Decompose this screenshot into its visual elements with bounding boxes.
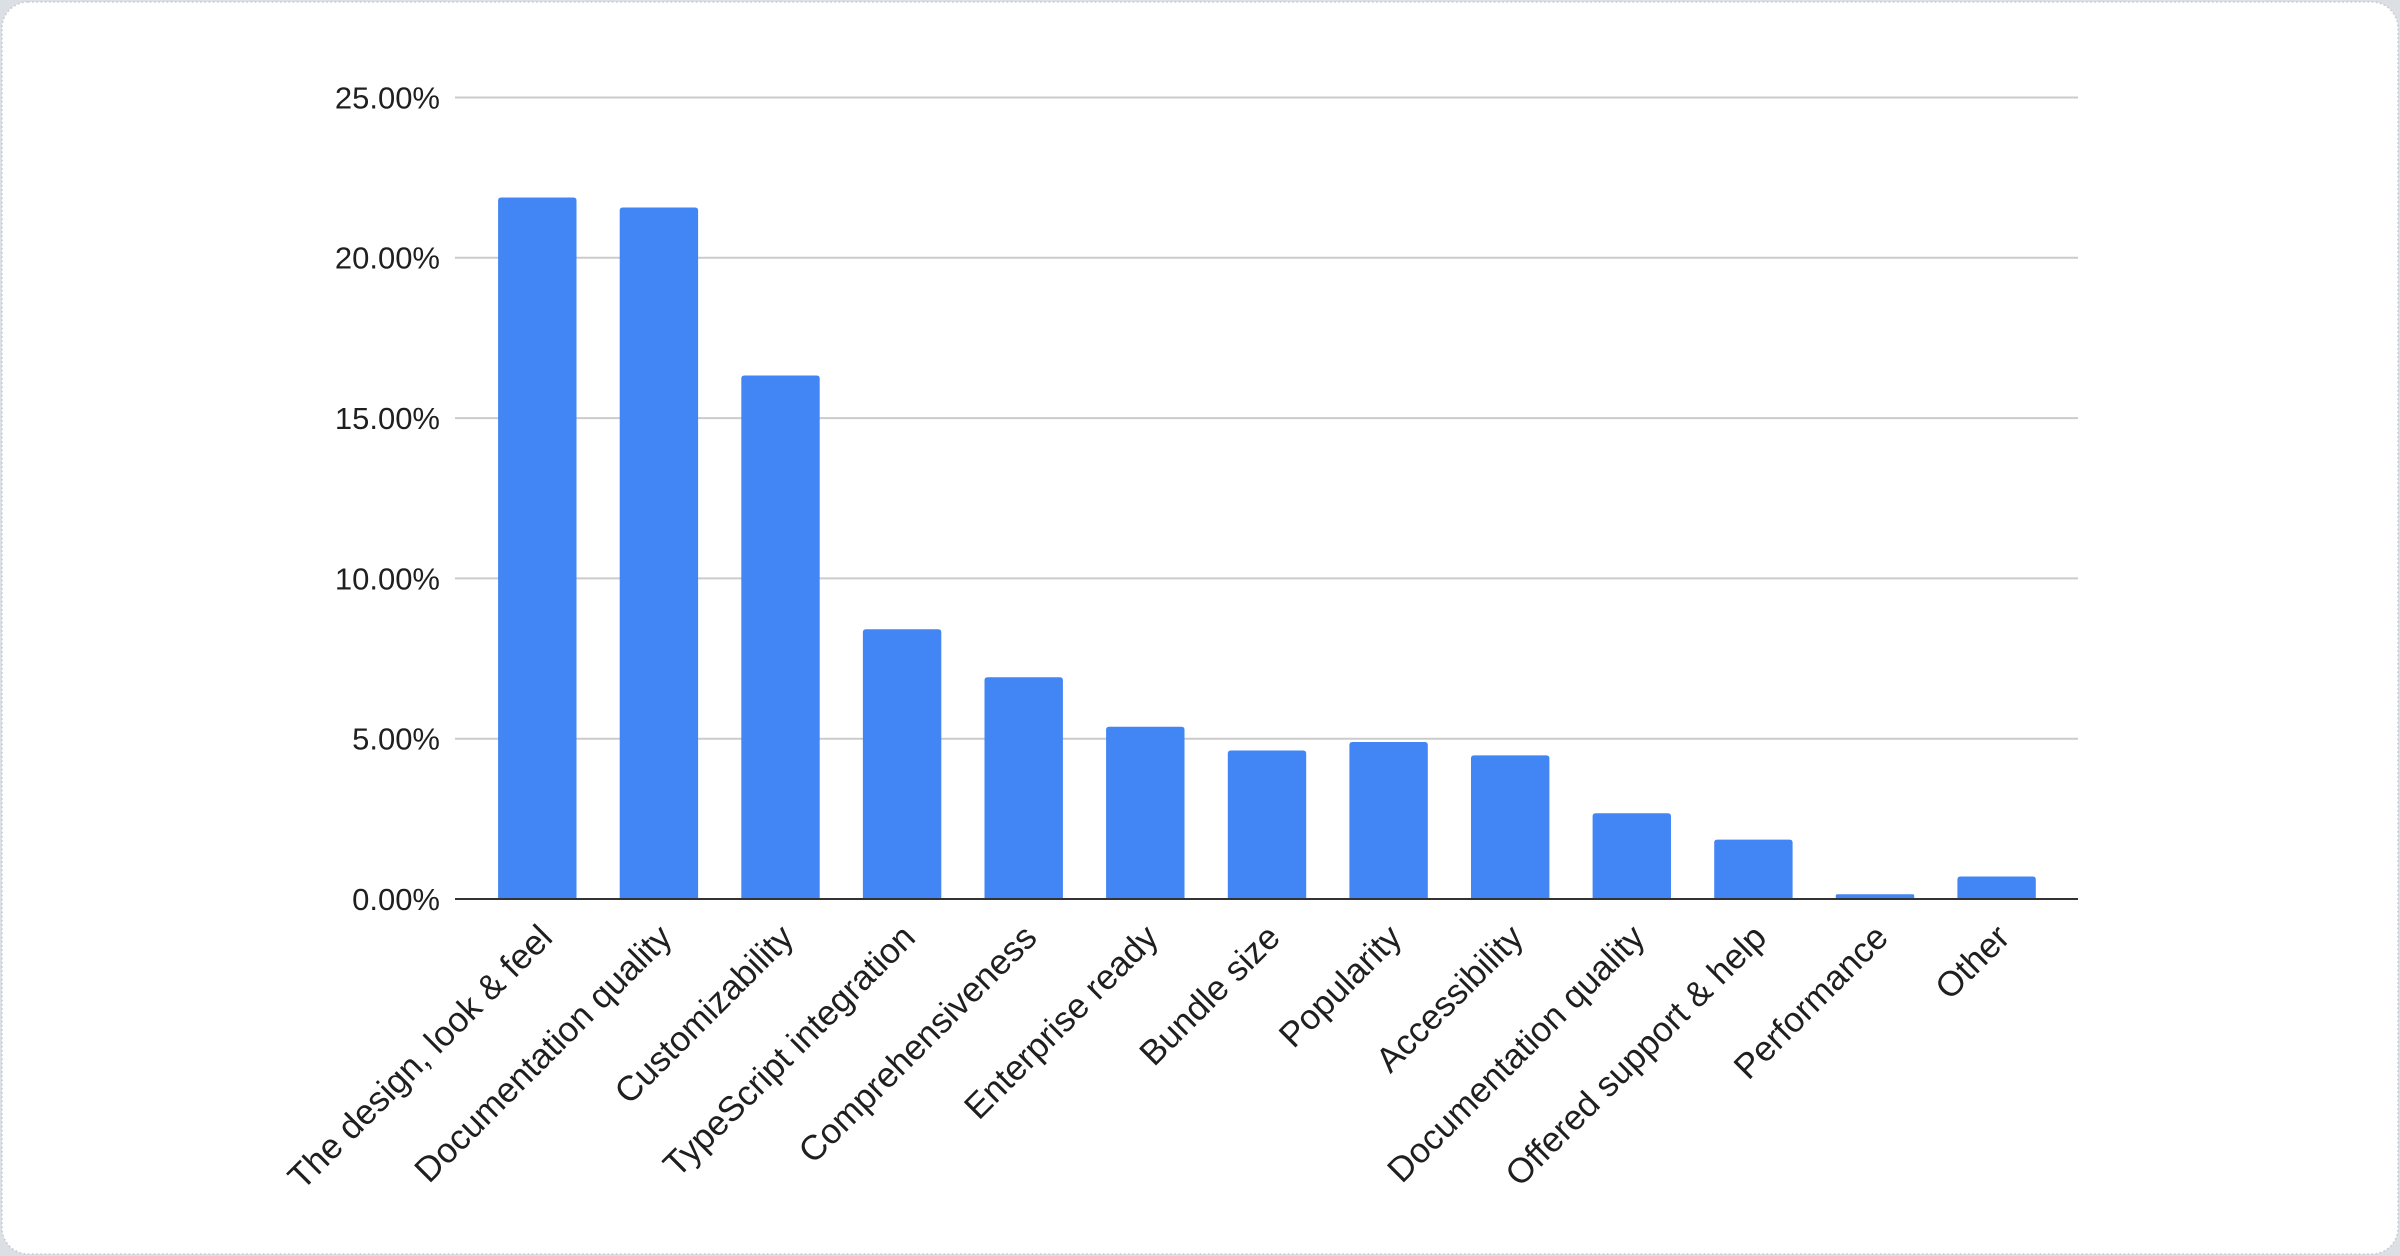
svg-text:25.00%: 25.00%: [335, 80, 440, 115]
svg-text:10.00%: 10.00%: [335, 561, 440, 596]
svg-text:15.00%: 15.00%: [335, 401, 440, 436]
svg-text:0.00%: 0.00%: [352, 882, 440, 917]
svg-text:20.00%: 20.00%: [335, 241, 440, 276]
svg-text:5.00%: 5.00%: [352, 722, 440, 757]
